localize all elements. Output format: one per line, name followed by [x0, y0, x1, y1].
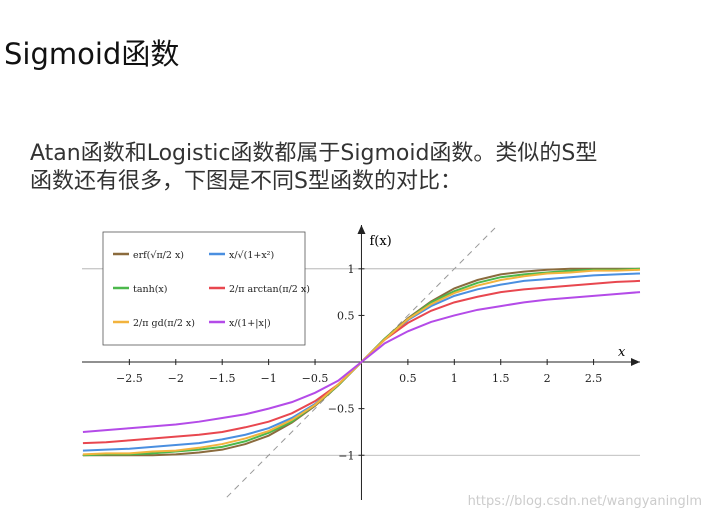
legend-label: x/√(1+x²)	[229, 250, 274, 261]
x-axis-label: x	[618, 345, 626, 360]
x-tick-label: 1	[451, 372, 458, 385]
y-arrow	[357, 225, 366, 234]
x-tick-label: 0.5	[399, 372, 417, 385]
x-tick-label: −2	[168, 372, 184, 385]
legend-label: tanh(x)	[133, 284, 168, 295]
title: Sigmoid函数	[4, 37, 179, 71]
x-tick-label: −2.5	[116, 372, 143, 385]
legend-box	[102, 231, 306, 346]
x-tick-label: −0.5	[302, 372, 329, 385]
paragraph-line: Atan函数和Logistic函数都属于Sigmoid函数。类似的S型	[30, 141, 597, 166]
paragraph-line: 函数还有很多，下图是不同S型函数的对比：	[30, 169, 462, 194]
y-tick-label: −1	[338, 449, 354, 462]
x-tick-label: −1	[261, 372, 277, 385]
x-tick-label: 2	[544, 372, 551, 385]
y-tick-label: 0.5	[337, 309, 355, 322]
series-line	[82, 291, 641, 433]
y-tick-label: −0.5	[328, 403, 355, 416]
x-tick-label: 1.5	[492, 372, 510, 385]
watermark: https://blog.csdn.net/wangyaninglm	[468, 494, 702, 509]
x-tick-label: 2.5	[585, 372, 603, 385]
x-arrow	[631, 358, 640, 367]
legend-label: erf(√π/2 x)	[133, 250, 184, 261]
x-tick-label: −1.5	[209, 372, 236, 385]
legend: erf(√π/2 x) x/√(1+x²) tanh(x) 2/π arctan(π/…	[102, 231, 310, 346]
chart: x f(x) −2.5 −2 −1.5 −1 −0.5 0.5 1 1.5 2 2.5 1 0.5 −0.5…	[82, 225, 641, 500]
legend-label: x/(1+|x|)	[229, 318, 271, 329]
y-axis-label: f(x)	[369, 234, 391, 249]
legend-label: 2/π arctan(π/2 x)	[229, 284, 310, 295]
y-tick-label: 1	[347, 263, 354, 276]
legend-label: 2/π gd(π/2 x)	[133, 318, 195, 329]
